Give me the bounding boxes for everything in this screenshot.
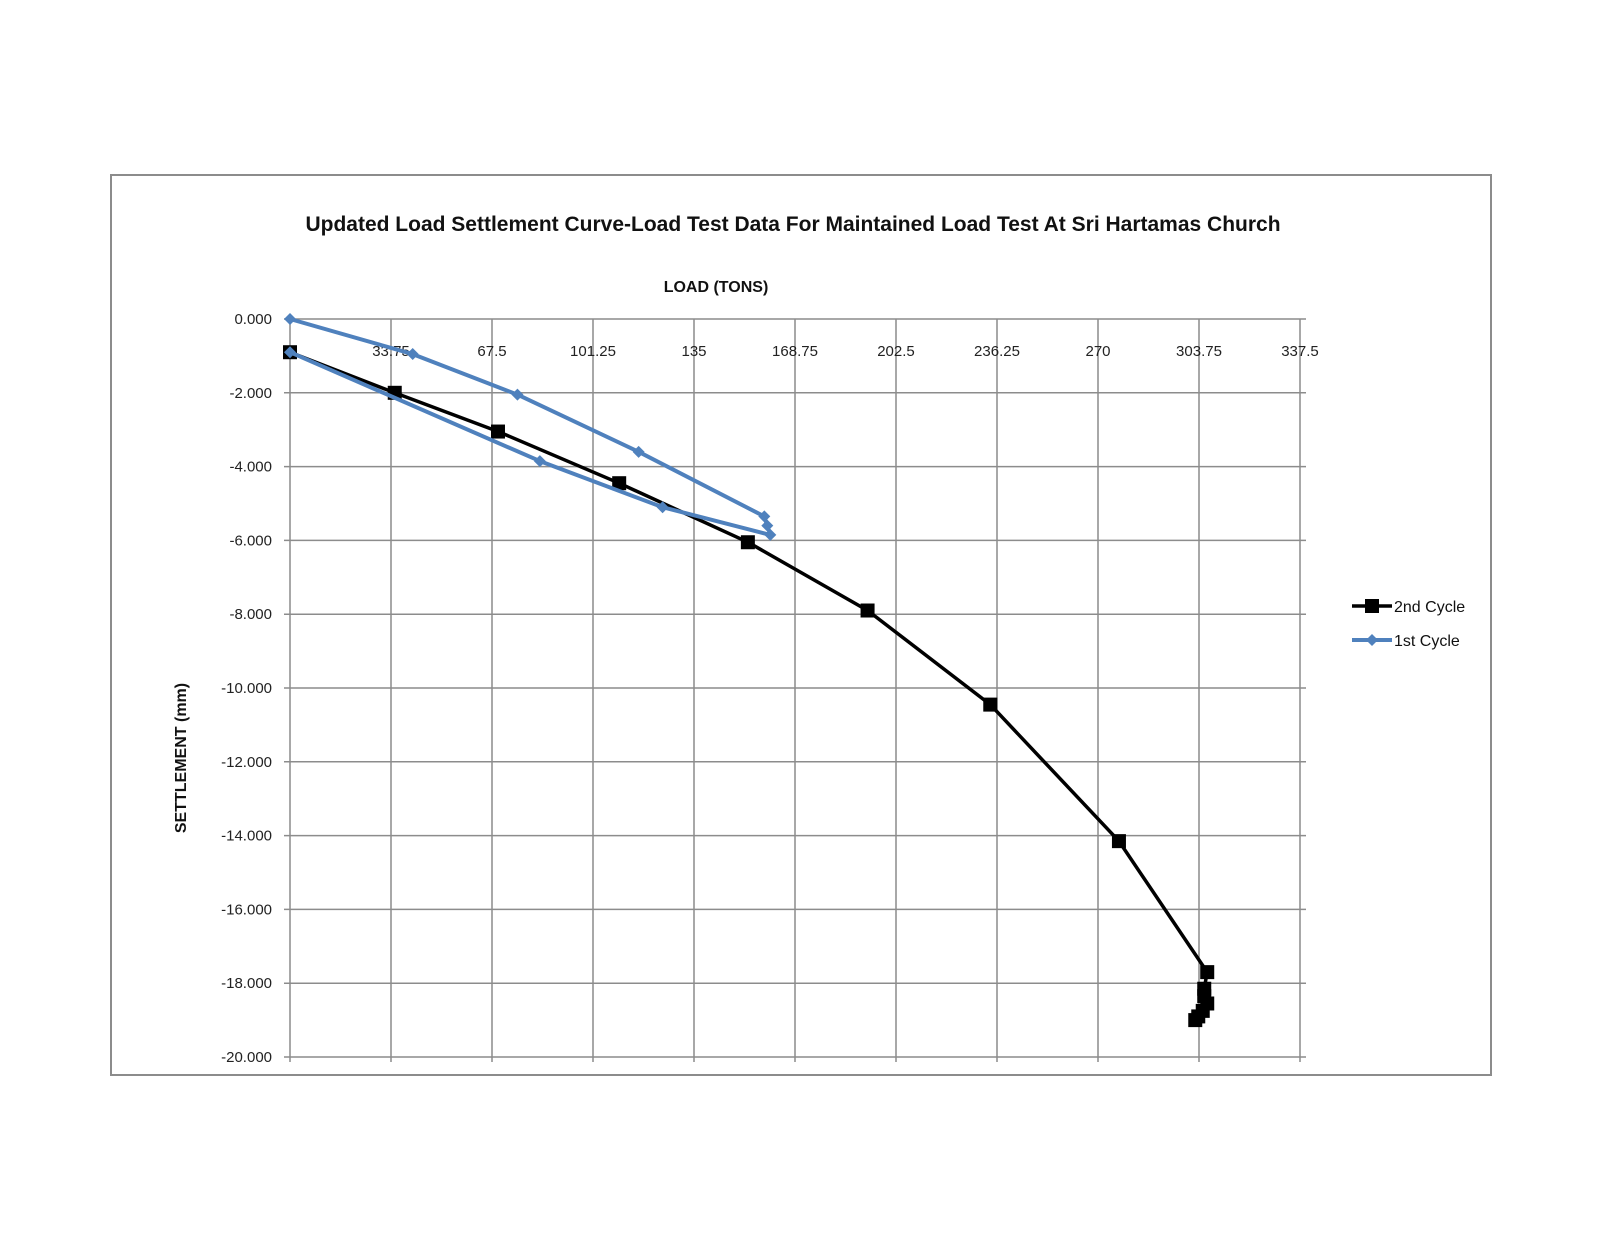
data-point-1st-cycle (533, 455, 546, 468)
legend-item-1st-cycle: 1st Cycle (1352, 633, 1460, 650)
x-axis-title: LOAD (TONS) (664, 279, 769, 296)
y-tick-label: -18.000 (221, 975, 272, 992)
x-tick-label: 202.5 (877, 343, 915, 360)
y-tick-label: -8.000 (229, 606, 272, 623)
data-point-1st-cycle (758, 510, 771, 523)
x-tick-label: 303.75 (1176, 343, 1222, 360)
y-tick-label: -2.000 (229, 385, 272, 402)
y-tick-label: -10.000 (221, 680, 272, 697)
x-tick-label: 67.5 (477, 343, 506, 360)
series-line-1st-cycle (289, 317, 773, 537)
legend-marker (1365, 599, 1379, 613)
chart-title: Updated Load Settlement Curve-Load Test … (305, 213, 1280, 236)
series-2nd-cycle (283, 345, 1215, 1028)
x-tick-label: 168.75 (772, 343, 818, 360)
x-tick-label: 236.25 (974, 343, 1020, 360)
data-point-1st-cycle (656, 501, 669, 514)
x-tick-label: 101.25 (570, 343, 616, 360)
data-point-1st-cycle (632, 445, 645, 458)
data-point-2nd-cycle (1188, 1013, 1203, 1028)
y-axis-title: SETTLEMENT (mm) (173, 683, 190, 833)
data-point-2nd-cycle (1200, 965, 1215, 980)
y-tick-label: -12.000 (221, 754, 272, 771)
data-point-1st-cycle (511, 388, 524, 401)
y-tick-label: -16.000 (221, 901, 272, 918)
data-point-1st-cycle (284, 346, 296, 359)
series (283, 313, 1215, 1028)
legend-item-2nd-cycle: 2nd Cycle (1352, 599, 1465, 616)
x-tick-label: 270 (1085, 343, 1110, 360)
chart-frame (110, 174, 1492, 1076)
x-tick-label: 135 (681, 343, 706, 360)
data-point-1st-cycle (761, 519, 774, 532)
data-point-1st-cycle (764, 528, 777, 541)
data-point-2nd-cycle (612, 476, 627, 491)
data-point-2nd-cycle (860, 603, 875, 618)
data-point-2nd-cycle (740, 535, 755, 550)
legend-label: 2nd Cycle (1394, 599, 1465, 616)
y-tick-label: -6.000 (229, 532, 272, 549)
data-point-1st-cycle (406, 348, 419, 361)
legend-label: 1st Cycle (1394, 633, 1460, 650)
y-tick-label: -4.000 (229, 459, 272, 476)
x-tick-label: 337.5 (1281, 343, 1319, 360)
data-point-1st-cycle (284, 313, 296, 325)
legend: 2nd Cycle 1st Cycle (1352, 599, 1465, 650)
y-tick-label: -14.000 (221, 828, 272, 845)
gridlines (284, 318, 1306, 1062)
data-point-2nd-cycle (490, 424, 505, 439)
data-point-2nd-cycle (983, 697, 998, 712)
legend-marker (1366, 634, 1378, 646)
y-tick-label: 0.000 (234, 311, 272, 328)
series-1st-cycle (284, 313, 777, 541)
y-tick-label: -20.000 (221, 1049, 272, 1066)
data-point-2nd-cycle (1111, 834, 1126, 849)
